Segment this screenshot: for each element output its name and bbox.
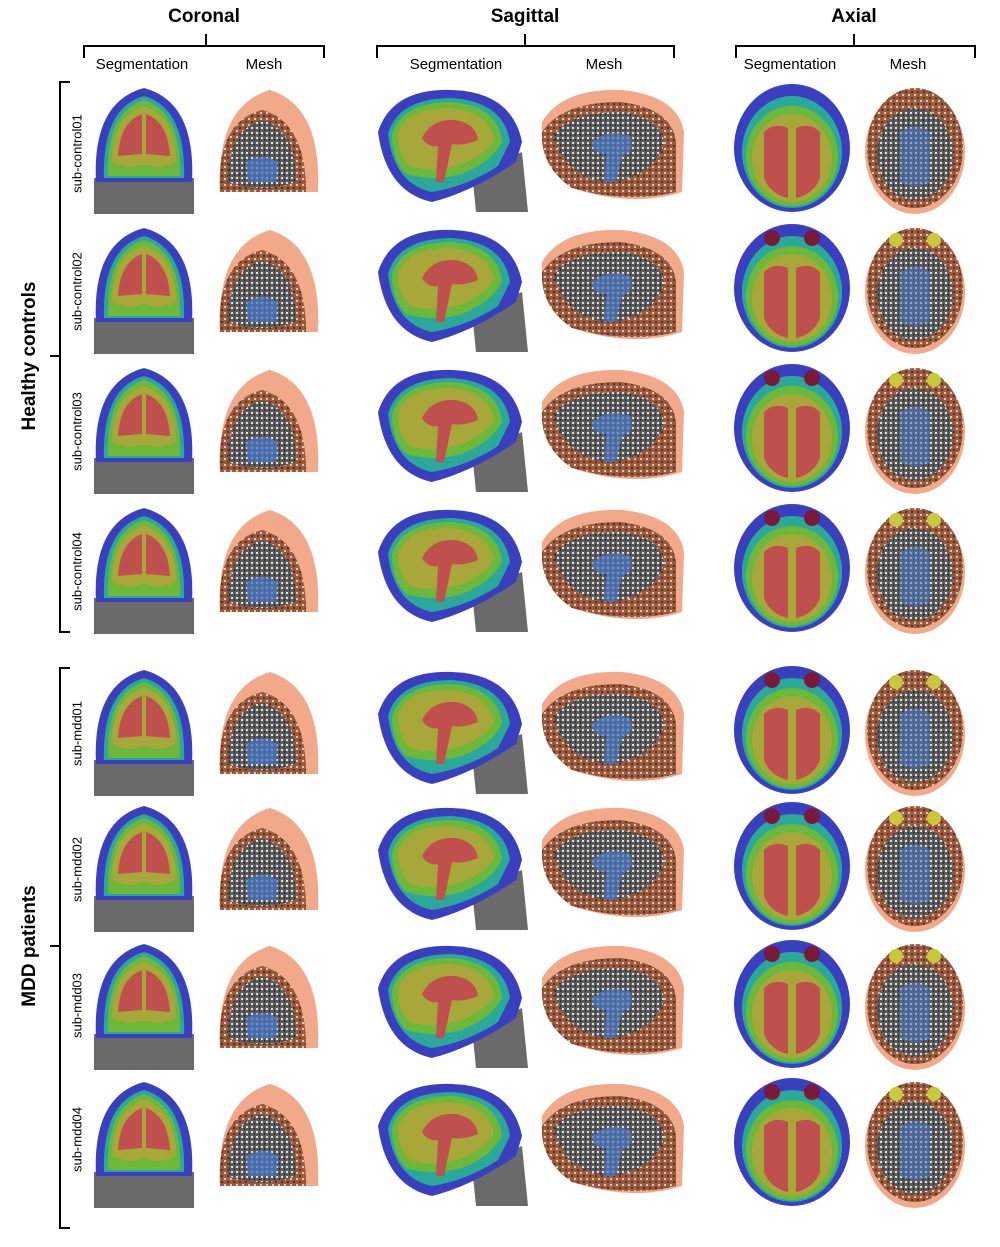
sagittal-segmentation-image [378,369,528,492]
sagittal-bracket [376,34,675,58]
coronal-mesh-image [219,90,319,192]
sagittal-mesh-image [541,807,684,918]
eye-marker [804,510,820,526]
mri-background [94,896,194,932]
sagittal-segmentation-image [378,509,528,632]
sagittal-mesh-image [541,1083,684,1194]
coronal-segmentation-image [94,228,194,354]
subject-label: sub-mdd03 [69,972,85,1039]
coronal-segmentation-image [94,1082,194,1208]
coronal-bracket [83,34,325,58]
subject-label: sub-mdd04 [69,1106,85,1173]
axial-segmentation-image [734,364,850,492]
subject-label: sub-mdd01 [69,700,85,767]
mdd-patients-bracket [50,667,70,1229]
eye-marker [804,672,820,688]
axial-segmentation-image [734,940,850,1068]
coronal-mesh-image [219,808,319,910]
axial-segmentation-image [734,666,850,794]
eye-marker [764,510,780,526]
sagittal-mesh-image [541,229,684,340]
healthy-controls-bracket [50,81,70,633]
mri-background [94,760,194,796]
axial-segmentation-image [734,84,850,212]
eye-marker [804,1084,820,1100]
axial-segmentation-image [734,1078,850,1206]
axial-bracket [735,34,976,58]
coronal-segmentation-image [94,508,194,634]
coronal-mesh-image [219,230,319,332]
eye-marker [764,808,780,824]
eye-marker [764,1084,780,1100]
view-title-sagittal: Sagittal [490,6,560,27]
group-label-healthy-controls: Healthy controls [19,281,40,431]
sagittal-segmentation-image [378,89,528,212]
axial-mesh-image [865,944,965,1070]
sagittal-segmentation-image [378,807,528,930]
sagittal-mesh-header: Mesh [585,56,623,73]
eye-marker [804,946,820,962]
subject-label: sub-control01 [69,114,85,193]
axial-mesh-image [865,228,965,354]
axial-segmentation-image [734,224,850,352]
mri-background [94,458,194,494]
coronal-segmentation-image [94,88,194,214]
eye-marker [804,230,820,246]
axial-mesh-image [865,1082,965,1208]
sagittal-segmentation-image [378,945,528,1068]
coronal-segmentation-image [94,368,194,494]
coronal-mesh-image [219,672,319,774]
group-label-mdd-patients: MDD patients [19,885,40,1007]
mri-background [94,1034,194,1070]
mri-background [94,178,194,214]
subject-label: sub-mdd02 [69,836,85,903]
mri-background [94,1172,194,1208]
eye-marker [804,370,820,386]
sagittal-segmentation-image [378,229,528,352]
eye-marker [764,230,780,246]
sagittal-segmentation-header: Segmentation [409,56,503,73]
axial-mesh-image [865,368,965,494]
eye-marker [764,946,780,962]
subject-label: sub-control02 [69,252,85,331]
coronal-mesh-image [219,946,319,1048]
axial-segmentation-image [734,802,850,930]
view-title-axial: Axial [831,6,877,27]
subject-label: sub-control04 [69,532,85,611]
coronal-mesh-image [219,370,319,472]
coronal-segmentation-header: Segmentation [95,56,189,73]
sagittal-segmentation-image [378,1083,528,1206]
axial-mesh-image [865,88,965,214]
subject-label: sub-control03 [69,392,85,471]
coronal-segmentation-image [94,944,194,1070]
axial-mesh-image [865,670,965,796]
sagittal-mesh-image [541,369,684,480]
axial-mesh-image [865,508,965,634]
sagittal-segmentation-image [378,671,528,794]
eye-marker [804,808,820,824]
sagittal-mesh-image [541,671,684,782]
coronal-segmentation-image [94,806,194,932]
axial-mesh-image [865,806,965,932]
sagittal-mesh-image [541,89,684,200]
coronal-mesh-image [219,510,319,612]
axial-mesh-header: Mesh [889,56,927,73]
coronal-segmentation-image [94,670,194,796]
mri-background [94,598,194,634]
eye-marker [764,672,780,688]
axial-segmentation-image [734,504,850,632]
axial-segmentation-header: Segmentation [743,56,837,73]
view-title-coronal: Coronal [168,6,240,27]
eye-marker [764,370,780,386]
coronal-mesh-image [219,1084,319,1186]
sagittal-mesh-image [541,509,684,620]
coronal-mesh-header: Mesh [245,56,283,73]
sagittal-mesh-image [541,945,684,1056]
mri-background [94,318,194,354]
